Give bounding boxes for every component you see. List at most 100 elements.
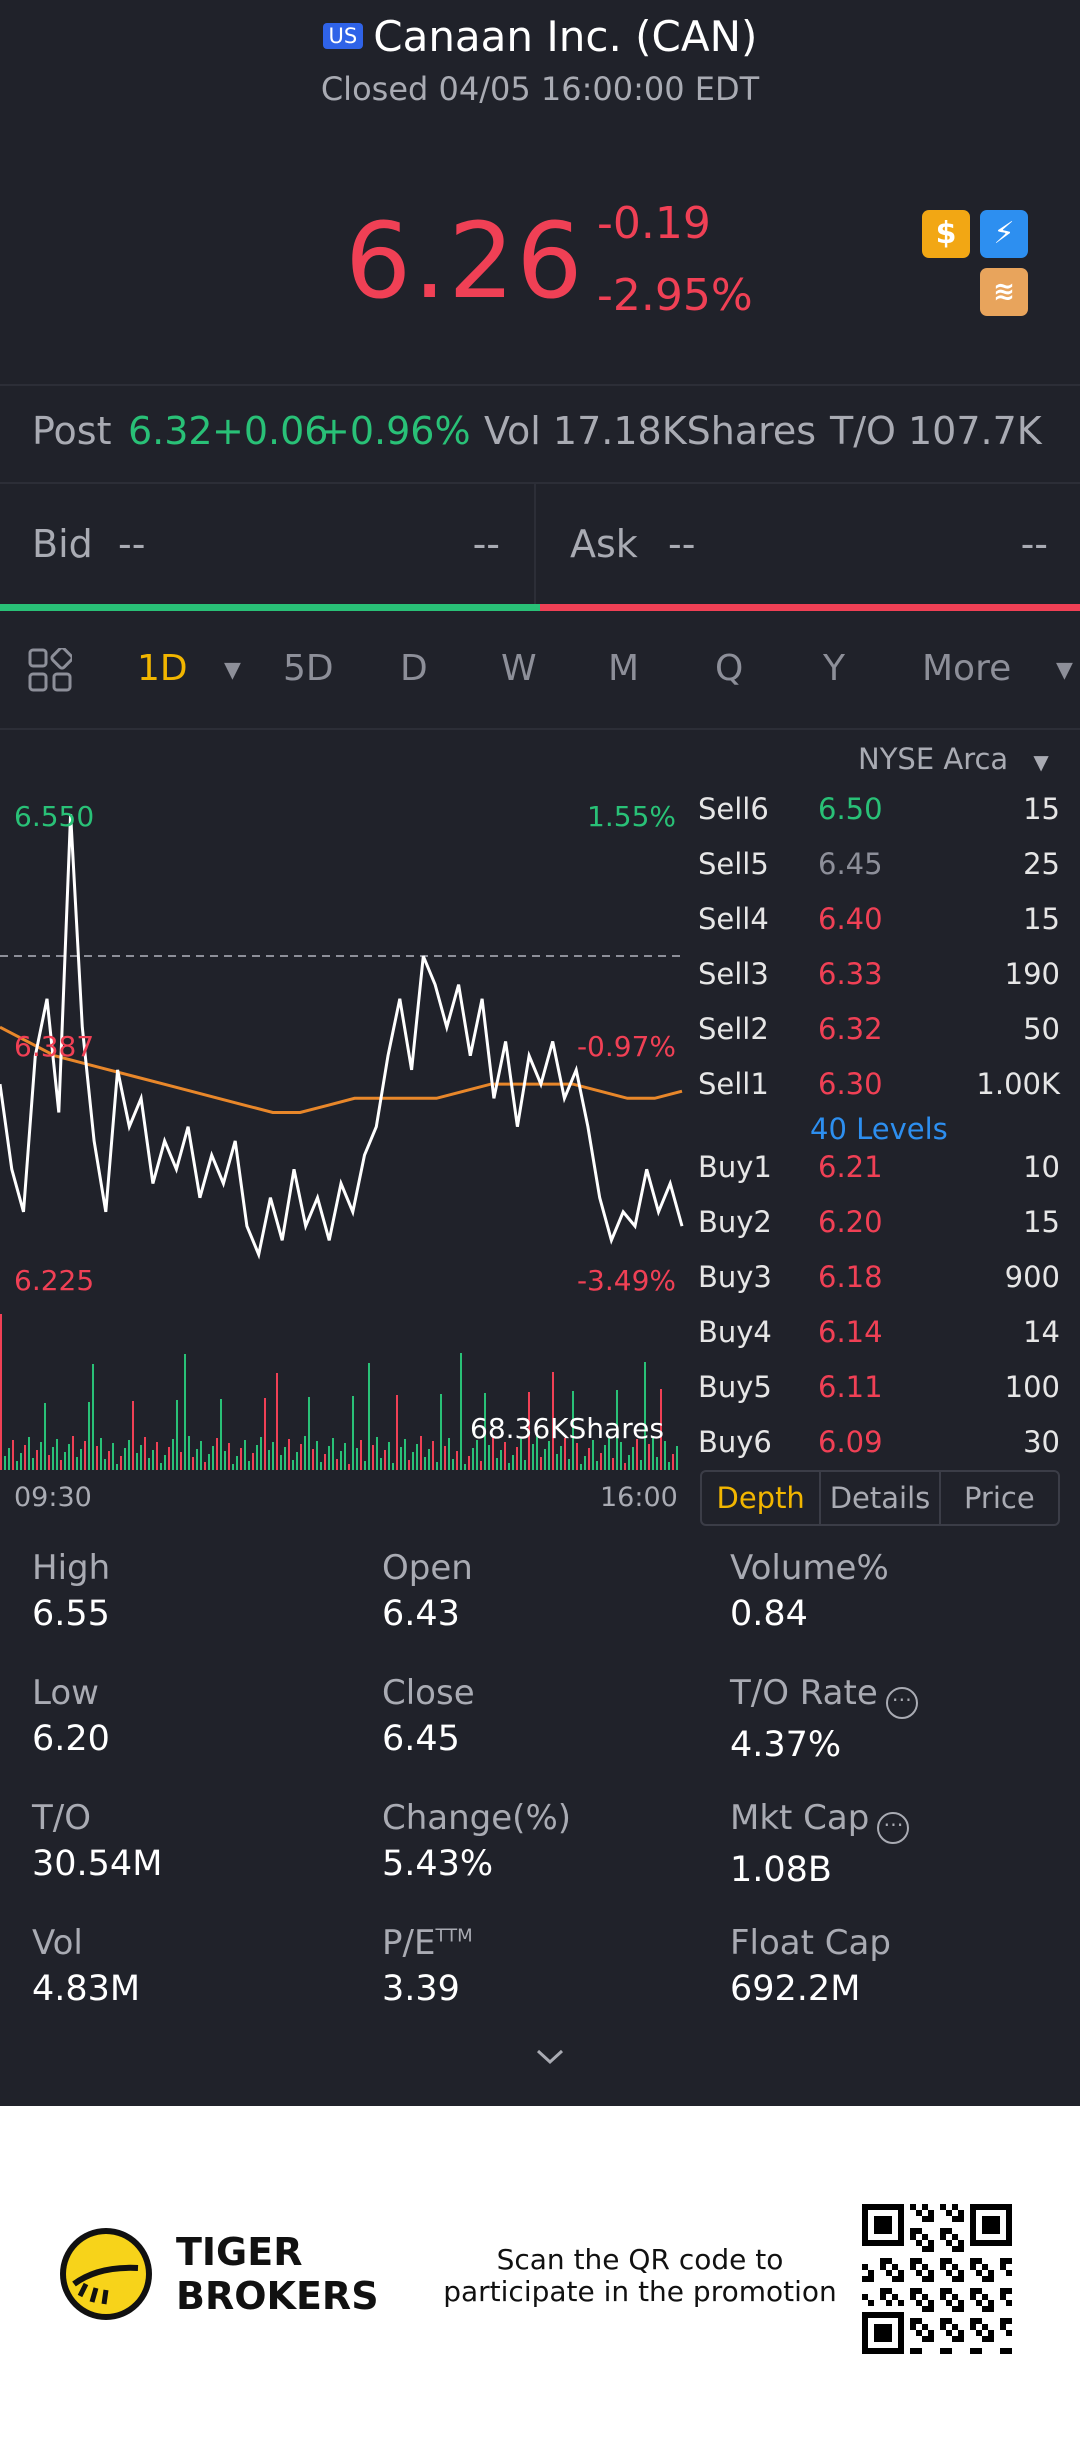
- tab-w[interactable]: W: [501, 648, 537, 689]
- tiger-logo-icon: [58, 2226, 154, 2322]
- stat-item: T/O 30.54M: [32, 1798, 162, 1884]
- volume-bar: [276, 1373, 278, 1472]
- lightning-icon[interactable]: ⚡: [980, 210, 1028, 258]
- volume-bar: [664, 1441, 666, 1472]
- volume-bar: [340, 1451, 342, 1472]
- stat-label: P/ETTM: [382, 1923, 473, 1963]
- volume-bar: [284, 1447, 286, 1472]
- volume-bar: [668, 1462, 670, 1472]
- tab-d[interactable]: D: [400, 648, 428, 689]
- segment-price[interactable]: Price: [963, 1481, 1035, 1515]
- volume-bar: [496, 1458, 498, 1472]
- volume-bar: [384, 1450, 386, 1472]
- stat-label: Change(%): [382, 1798, 571, 1838]
- tab-q[interactable]: Q: [715, 648, 744, 689]
- buy-row: Buy3 6.18 900: [698, 1260, 1060, 1314]
- segment-depth[interactable]: Depth: [702, 1472, 822, 1524]
- volume-bar: [256, 1445, 258, 1472]
- volume-bar: [560, 1446, 562, 1472]
- volume-bar: [208, 1454, 210, 1472]
- stat-label-text: Mkt Cap: [730, 1798, 870, 1838]
- volume-bar: [604, 1445, 606, 1472]
- exchange-selector[interactable]: NYSE Arca ▼: [858, 742, 1049, 776]
- volume-bar: [248, 1461, 250, 1472]
- volume-bar: [416, 1444, 418, 1472]
- divider: [0, 482, 1080, 484]
- stat-item: Open 6.43: [382, 1548, 473, 1634]
- volume-bar: [368, 1363, 370, 1472]
- segment-details[interactable]: Details: [821, 1472, 941, 1524]
- stat-label-text: Change(%): [382, 1798, 572, 1838]
- dollar-icon[interactable]: $: [922, 210, 970, 258]
- intraday-chart[interactable]: 6.550 1.55% 6.387 -0.97% 6.225 -3.49% 68…: [0, 730, 690, 1513]
- volume-bar: [16, 1461, 18, 1472]
- stat-item: Low 6.20: [32, 1673, 110, 1759]
- stat-value: 6.45: [382, 1719, 460, 1759]
- tab-5d[interactable]: 5D: [283, 648, 334, 689]
- chart-mid-label: 6.387: [14, 1030, 95, 1063]
- volume-bar: [240, 1448, 242, 1472]
- buy-row: Buy2 6.20 15: [698, 1205, 1060, 1259]
- volume-bar: [600, 1453, 602, 1472]
- volume-bar: [220, 1399, 222, 1472]
- volume-bar: [404, 1439, 406, 1472]
- chevron-down-icon[interactable]: [534, 2040, 566, 2075]
- chevron-down-icon[interactable]: ▼: [1056, 658, 1073, 683]
- sell-qty: 15: [1023, 902, 1060, 936]
- tab-y[interactable]: Y: [823, 648, 845, 689]
- brand-line-2: BROKERS: [176, 2274, 379, 2318]
- sell-qty: 1.00K: [976, 1067, 1060, 1101]
- stat-label: Volume%: [730, 1548, 889, 1588]
- buy-row: Buy5 6.11 100: [698, 1370, 1060, 1424]
- info-icon[interactable]: ⋯: [877, 1812, 910, 1844]
- price-change: -0.19: [597, 198, 711, 249]
- qr-code[interactable]: [862, 2204, 1012, 2354]
- bid-label: Bid: [32, 522, 93, 566]
- stat-item: Volume% 0.84: [730, 1548, 889, 1634]
- chart-canvas: [0, 814, 684, 1472]
- volume-bar: [540, 1457, 542, 1472]
- volume-bar: [568, 1459, 570, 1472]
- volume-bar: [672, 1454, 674, 1472]
- volume-bar: [60, 1460, 62, 1472]
- volume-bar: [272, 1442, 274, 1472]
- tab-m[interactable]: M: [608, 648, 640, 689]
- grid-icon[interactable]: [28, 646, 74, 692]
- sell-qty: 50: [1023, 1012, 1060, 1046]
- buy-label: Buy1: [698, 1150, 772, 1184]
- sell-price: 6.50: [818, 792, 883, 826]
- levels-link[interactable]: 40 Levels: [810, 1112, 948, 1146]
- market-status: Closed 04/05 16:00:00 EDT: [320, 70, 760, 108]
- bid-ratio-bar: [0, 604, 540, 611]
- volume-bar: [400, 1447, 402, 1472]
- volume-bar: [168, 1447, 170, 1472]
- volume-bar: [660, 1389, 662, 1472]
- price-change-percent: -2.95%: [597, 270, 753, 321]
- stat-value: 30.54M: [32, 1844, 163, 1884]
- ask-label: Ask: [570, 522, 638, 566]
- volume-bar: [156, 1442, 158, 1472]
- tab-more[interactable]: More: [922, 648, 1012, 689]
- chevron-down-icon[interactable]: ▼: [224, 658, 241, 683]
- volume-bar: [72, 1436, 74, 1472]
- volume-bar: [616, 1390, 618, 1472]
- ask-box: Ask -- --: [536, 484, 1080, 604]
- volume-bar: [36, 1450, 38, 1472]
- sell-label: Sell6: [698, 792, 769, 826]
- stat-label-text: Open: [382, 1548, 473, 1588]
- promo-line-2: participate in the promotion: [443, 2275, 837, 2308]
- tab-1d[interactable]: 1D: [137, 648, 188, 689]
- stat-value: 4.37%: [730, 1725, 842, 1765]
- volume-bar: [428, 1449, 430, 1472]
- stat-label-text: T/O: [32, 1798, 91, 1838]
- volume-bar: [380, 1458, 382, 1472]
- info-icon[interactable]: ⋯: [885, 1687, 918, 1719]
- stack-icon[interactable]: ≋: [980, 268, 1028, 316]
- stat-item: Close 6.45: [382, 1673, 475, 1759]
- volume-bar: [628, 1455, 630, 1472]
- volume-bar: [32, 1458, 34, 1472]
- volume-bar: [344, 1443, 346, 1472]
- stat-value: 692.2M: [730, 1969, 861, 2009]
- volume-bar: [252, 1453, 254, 1472]
- stock-name: Canaan Inc. (CAN): [373, 12, 758, 61]
